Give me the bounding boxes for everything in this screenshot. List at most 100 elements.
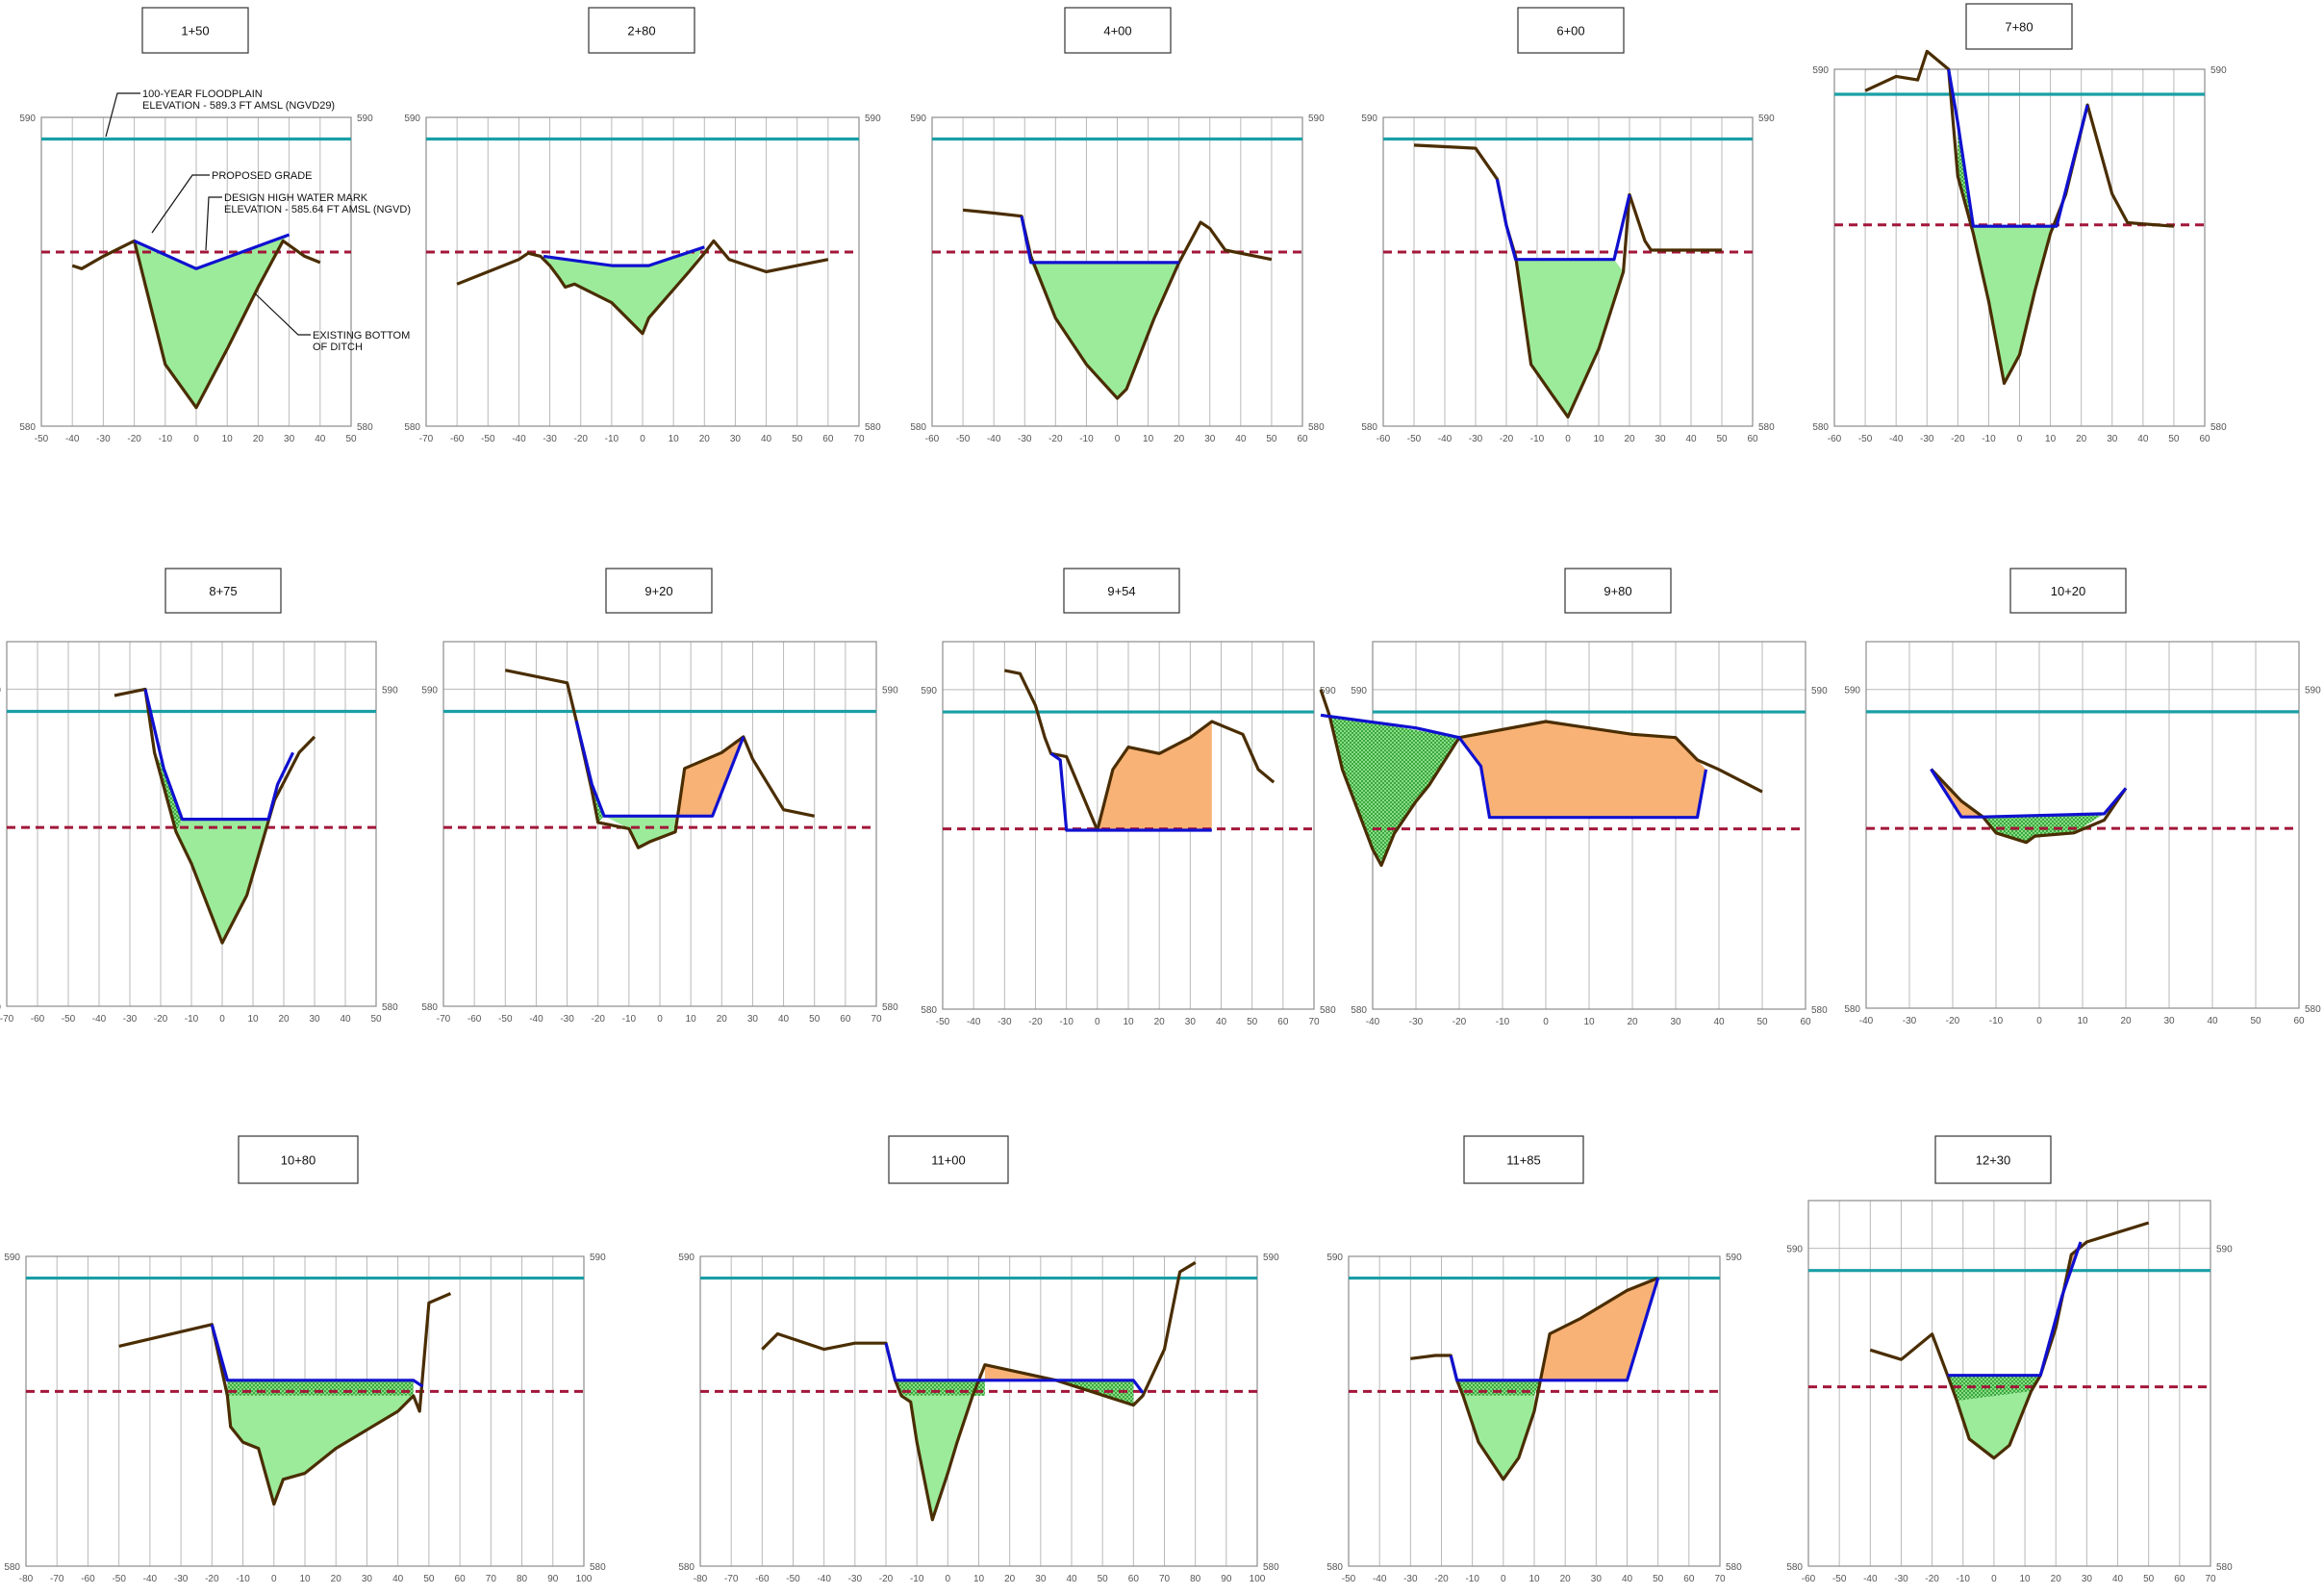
tick-label-y-left: 580 xyxy=(1844,1004,1860,1015)
tick-label-y-left: 590 xyxy=(404,114,420,124)
tick-label-y-right: 590 xyxy=(2216,1245,2233,1255)
tick-label-x: 30 xyxy=(1204,434,1216,444)
note-proposed-grade: PROPOSED GRADE xyxy=(212,170,313,182)
tick-label-x: 20 xyxy=(1004,1574,1016,1584)
panel-frame xyxy=(1382,116,1754,427)
tick-label-x: 30 xyxy=(1655,434,1666,444)
station-label-box xyxy=(1064,7,1172,54)
tick-label-y-right: 590 xyxy=(1811,686,1828,696)
tick-label-x: 10 xyxy=(222,434,234,444)
leader-proposed-grade xyxy=(151,174,210,234)
tick-label-x: 40 xyxy=(778,1014,790,1025)
tick-label-x: -30 xyxy=(560,1014,574,1025)
section-panel-11+00: -80 -70 -60 -50 -40 -30 -20 -10 0 10 20 30 40 50 60 70 8… xyxy=(678,1135,1279,1584)
tick-label-x: -20 xyxy=(1048,434,1063,444)
tick-label-x: 50 xyxy=(792,434,803,444)
tick-label-x: 40 xyxy=(1685,434,1697,444)
station-label-box xyxy=(1965,3,2073,50)
section-panel-4+00: -60 -50 -40 -30 -20 -10 0 10 20 30 40 50 60 590 590 580… xyxy=(910,7,1325,444)
section-panel-7+80: -60 -50 -40 -30 -20 -10 0 10 20 30 40 50 60 590 590 580… xyxy=(1812,3,2227,444)
tick-label-x: -20 xyxy=(1500,434,1514,444)
tick-label-x: -40 xyxy=(967,1017,981,1027)
tick-label-x: 40 xyxy=(340,1014,351,1025)
fill-area-green xyxy=(543,246,705,334)
tick-label-x: -10 xyxy=(1079,434,1094,444)
tick-label-x: 10 xyxy=(1123,1017,1134,1027)
tick-label-x: 70 xyxy=(2205,1574,2216,1584)
tick-label-x: -10 xyxy=(910,1574,924,1584)
proposed-grade-line xyxy=(1947,68,2089,228)
tick-label-x: -10 xyxy=(159,434,173,444)
tick-label-y-right: 580 xyxy=(882,1002,898,1013)
tick-label-x: 50 xyxy=(809,1014,821,1025)
tick-label-x: 20 xyxy=(1174,434,1185,444)
tick-label-x: -10 xyxy=(236,1574,250,1584)
fill-area-green xyxy=(604,816,676,848)
proposed-grade-line xyxy=(574,721,745,818)
tick-label-y-left: 580 xyxy=(1326,1562,1343,1573)
tick-label-x: 10 xyxy=(1528,1574,1540,1584)
tick-label-x: 10 xyxy=(299,1574,311,1584)
station-label: 2+80 xyxy=(627,24,655,38)
tick-label-y-left: 580 xyxy=(921,1005,937,1016)
existing-ground-line xyxy=(1319,689,1763,868)
tick-label-x: -40 xyxy=(92,1014,107,1025)
tick-label-y-left: 590 xyxy=(921,686,937,696)
station-label-box xyxy=(238,1135,359,1184)
tick-label-x: -50 xyxy=(786,1574,800,1584)
tick-label-x: -20 xyxy=(1925,1574,1939,1584)
station-label: 9+80 xyxy=(1604,584,1631,598)
panel-frame xyxy=(425,116,860,427)
tick-label-x: 40 xyxy=(1066,1574,1077,1584)
existing-ground-line xyxy=(71,239,321,410)
tick-label-x: -40 xyxy=(512,434,526,444)
existing-ground-line xyxy=(761,1261,1197,1522)
tick-label-x: -40 xyxy=(1366,1017,1380,1027)
station-label: 8+75 xyxy=(209,584,237,598)
tick-label-x: 30 xyxy=(730,434,742,444)
tick-label-x: 0 xyxy=(1501,1574,1506,1584)
tick-label-y-right: 580 xyxy=(1320,1005,1336,1016)
tick-label-x: 20 xyxy=(2051,1574,2062,1584)
proposed-grade-line xyxy=(143,689,295,822)
tick-label-x: 60 xyxy=(1800,1017,1811,1027)
tick-label-y-left: 590 xyxy=(910,114,926,124)
tick-label-y-left: 590 xyxy=(1812,65,1829,76)
tick-label-x: 0 xyxy=(657,1014,663,1025)
tick-label-y-right: 590 xyxy=(882,685,898,696)
tick-label-x: 0 xyxy=(2036,1016,2042,1026)
tick-label-x: -60 xyxy=(450,434,465,444)
tick-label-y-left: 580 xyxy=(678,1562,695,1573)
annotation-layer: 100-YEAR FLOODPLAIN ELEVATION - 589.3 FT… xyxy=(105,89,411,353)
tick-label-x: -50 xyxy=(498,1014,513,1025)
station-label: 4+00 xyxy=(1103,24,1131,38)
tick-label-x: 40 xyxy=(2112,1574,2124,1584)
panel-frame xyxy=(942,641,1315,1010)
tick-label-x: -70 xyxy=(437,1014,451,1025)
tick-label-y-right: 590 xyxy=(1320,686,1336,696)
station-label: 7+80 xyxy=(2005,20,2033,35)
tick-label-x: 80 xyxy=(1190,1574,1201,1584)
section-panel-11+85: -50 -40 -30 -20 -10 0 10 20 30 40 50 60 70 590 590 580 5… xyxy=(1326,1135,1742,1584)
tick-label-x: 60 xyxy=(455,1574,467,1584)
panel-frame xyxy=(442,641,877,1007)
tick-label-x: 70 xyxy=(1159,1574,1171,1584)
tick-label-x: 100 xyxy=(576,1574,593,1584)
tick-label-x: 60 xyxy=(822,434,834,444)
tick-label-y-right: 580 xyxy=(1263,1562,1279,1573)
station-label-box xyxy=(1063,568,1180,614)
tick-label-x: 30 xyxy=(309,1014,320,1025)
tick-label-x: 10 xyxy=(686,1014,697,1025)
station-label: 11+00 xyxy=(931,1153,966,1168)
tick-label-x: -60 xyxy=(1377,434,1391,444)
tick-label-x: -40 xyxy=(817,1574,831,1584)
tick-label-y-left: 580 xyxy=(4,1562,20,1573)
tick-label-x: 0 xyxy=(219,1014,225,1025)
station-label-box xyxy=(2009,568,2127,614)
proposed-grade-line xyxy=(133,233,290,270)
tick-label-x: -40 xyxy=(143,1574,158,1584)
station-label-box xyxy=(141,7,249,54)
tick-label-y-right: 580 xyxy=(865,422,881,433)
tick-label-y-left: 590 xyxy=(1361,114,1377,124)
fill-area-hatch xyxy=(895,1380,985,1396)
